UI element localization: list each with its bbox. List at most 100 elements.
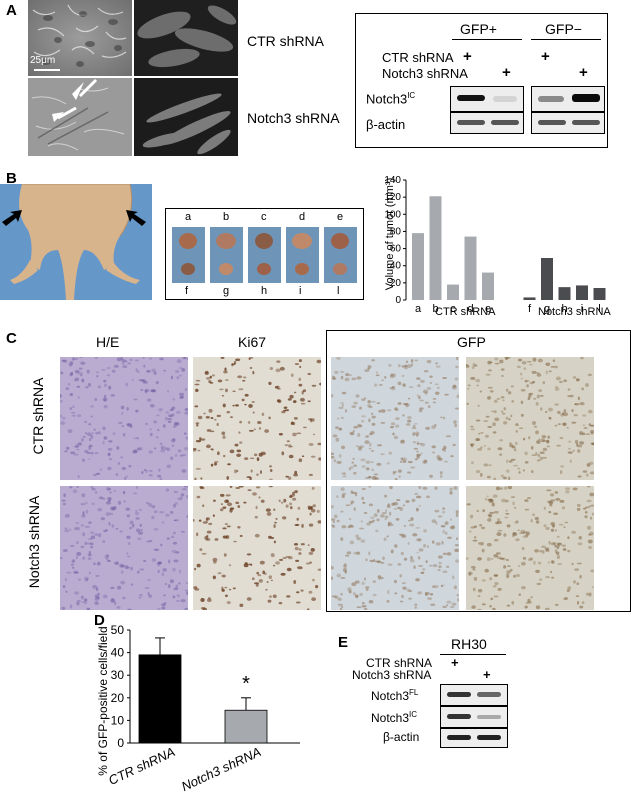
- chart-d-ytick-label: 0: [117, 736, 124, 750]
- tumor-label-top: d: [299, 211, 306, 223]
- tissue-gfp-high-ctr: [466, 357, 594, 480]
- panel-e-row-notch3fl: Notch3FL: [371, 688, 419, 703]
- chart-b-bar: [593, 288, 606, 300]
- blot-condition-notch3: Notch3 shRNA: [382, 66, 468, 81]
- panel-a-row-label-notch3: Notch3 shRNA: [247, 110, 340, 126]
- chart-d-bar: [138, 654, 182, 744]
- panel-e-row-actin: β-actin: [383, 730, 420, 744]
- col-label-gfp: GFP: [457, 334, 486, 350]
- chart-b-xtick-label: c: [450, 303, 456, 314]
- chart-b-bar: [558, 287, 571, 300]
- blot-group-gfp-pos: GFP+: [460, 21, 497, 37]
- tumor-photo: [324, 227, 357, 283]
- tumor-label-bottom: i: [299, 285, 302, 297]
- chart-b-bar: [464, 236, 477, 300]
- tumor-photo: [172, 227, 205, 283]
- chart-b-xtick-label: d: [467, 303, 473, 314]
- chart-d-ytick-label: 30: [111, 668, 125, 682]
- panel-e-cell-line: RH30: [451, 636, 487, 652]
- tumor-label-bottom: l: [337, 285, 340, 297]
- chart-b-group-ctr: CTR shRNA: [435, 306, 496, 318]
- chart-b: 0 20 40 60 80 100 120 140 a b c d e f g h i l: [380, 172, 628, 314]
- chart-d-ytick-label: 40: [111, 646, 125, 660]
- panel-c-row-label-notch3: Notch3 shRNA: [26, 495, 42, 589]
- blot-plus-ctr-gfpneg: +: [541, 48, 550, 65]
- blot-group-gfp-pos-line: [452, 39, 522, 40]
- chart-b-bar: [576, 285, 588, 300]
- chart-b-xtick-label: l: [598, 303, 600, 314]
- gfp-fluorescence-notch3: [134, 78, 238, 156]
- panel-c-row-label-ctr: CTR shRNA: [30, 377, 46, 455]
- panel-a-letter: A: [6, 2, 17, 19]
- tissue-ki67-ctr: [193, 357, 321, 480]
- panel-e-plus-ctr: +: [451, 655, 459, 670]
- chart-b-ytick-label: 120: [384, 192, 401, 203]
- tumor-label-top: c: [261, 211, 267, 223]
- panel-e-letter: E: [338, 634, 349, 651]
- chart-b-ylabel: Volume of tumor (mm³): [384, 177, 396, 291]
- chart-b-bar: [429, 196, 442, 300]
- col-label-ki67: Ki67: [238, 334, 267, 350]
- tumor-label-bottom: h: [261, 285, 268, 297]
- tissue-ki67-notch3: [193, 486, 321, 610]
- mouse-photo: [0, 184, 152, 300]
- chart-b-xtick-label: i: [581, 303, 583, 314]
- tumor-label-top: b: [223, 211, 230, 223]
- panel-a-blot-box: [355, 13, 608, 148]
- panel-a-row-label-ctr: CTR shRNA: [247, 33, 325, 49]
- chart-b-ytick-label: 100: [384, 209, 401, 220]
- chart-b-xtick-label: a: [415, 303, 422, 314]
- panel-e-plus-notch3: +: [483, 667, 491, 682]
- tissue-gfp-high-notch3: [466, 486, 594, 610]
- blot-plus-notch3-gfpneg: +: [579, 64, 588, 81]
- scale-bar-label: 25μm: [30, 55, 56, 66]
- panel-e-strip-fl: [440, 684, 508, 706]
- tissue-he-ctr: [60, 357, 188, 480]
- panel-e-condition-notch3: Notch3 shRNA: [352, 668, 432, 682]
- tumor-photo: [210, 227, 243, 283]
- chart-b-bar: [412, 233, 424, 300]
- tumor-label-top: a: [185, 211, 192, 223]
- chart-b-group-notch3: Notch3 shRNA: [538, 306, 611, 318]
- gfp-fluorescence-ctr: [134, 0, 238, 76]
- chart-b-bar: [482, 272, 494, 300]
- chart-b-xtick-label: b: [432, 303, 438, 314]
- chart-b-bar: [447, 284, 459, 300]
- chart-b-ytick-label: 40: [390, 261, 402, 272]
- panel-e-strip-ic: [440, 706, 508, 728]
- phase-contrast-ctr: [28, 0, 132, 76]
- chart-b-xtick-label: g: [544, 303, 550, 314]
- blot-row-actin: β-actin: [366, 117, 406, 132]
- tissue-gfp-low-ctr: [331, 357, 459, 480]
- blot-plus-notch3-gfppos: +: [502, 64, 511, 81]
- chart-d: 0 10 20 30 40 50 CTR shRNA Notch3 shRNA *: [100, 618, 310, 810]
- panel-d-letter: D: [94, 612, 105, 629]
- tumor-label-bottom: g: [223, 285, 230, 297]
- col-label-he: H/E: [96, 334, 120, 350]
- tumor-photo: [248, 227, 281, 283]
- chart-b-ytick-label: 20: [390, 278, 402, 289]
- blot-strip-notch3ic-gfppos: [450, 86, 524, 112]
- blot-group-gfp-neg-line: [531, 39, 601, 40]
- chart-d-bar: [224, 709, 268, 744]
- chart-d-xtick-label: CTR shRNA: [106, 744, 177, 788]
- panel-b-letter: B: [6, 170, 17, 187]
- chart-d-ytick-label: 50: [111, 623, 125, 637]
- chart-b-bar: [523, 297, 536, 300]
- blot-row-notch3ic: Notch3IC: [366, 91, 416, 107]
- tissue-gfp-low-notch3: [331, 486, 459, 610]
- tumor-label-bottom: f: [185, 285, 189, 297]
- tumor-photo: [286, 227, 319, 283]
- tissue-he-notch3: [60, 486, 188, 610]
- tumor-photo-box: [165, 208, 364, 300]
- blot-strip-actin-gfppos: [450, 112, 524, 134]
- chart-b-xtick-label: h: [561, 303, 567, 314]
- blot-plus-ctr-gfppos: +: [463, 48, 472, 65]
- blot-condition-ctr: CTR shRNA: [382, 50, 454, 65]
- phase-contrast-notch3: [28, 78, 132, 156]
- blot-strip-notch3ic-gfpneg: [531, 86, 605, 112]
- blot-group-gfp-neg: GFP−: [545, 21, 582, 37]
- chart-b-ytick-label: 80: [390, 226, 402, 237]
- tumor-label-top: e: [337, 211, 344, 223]
- chart-d-xtick-label: Notch3 shRNA: [179, 744, 263, 794]
